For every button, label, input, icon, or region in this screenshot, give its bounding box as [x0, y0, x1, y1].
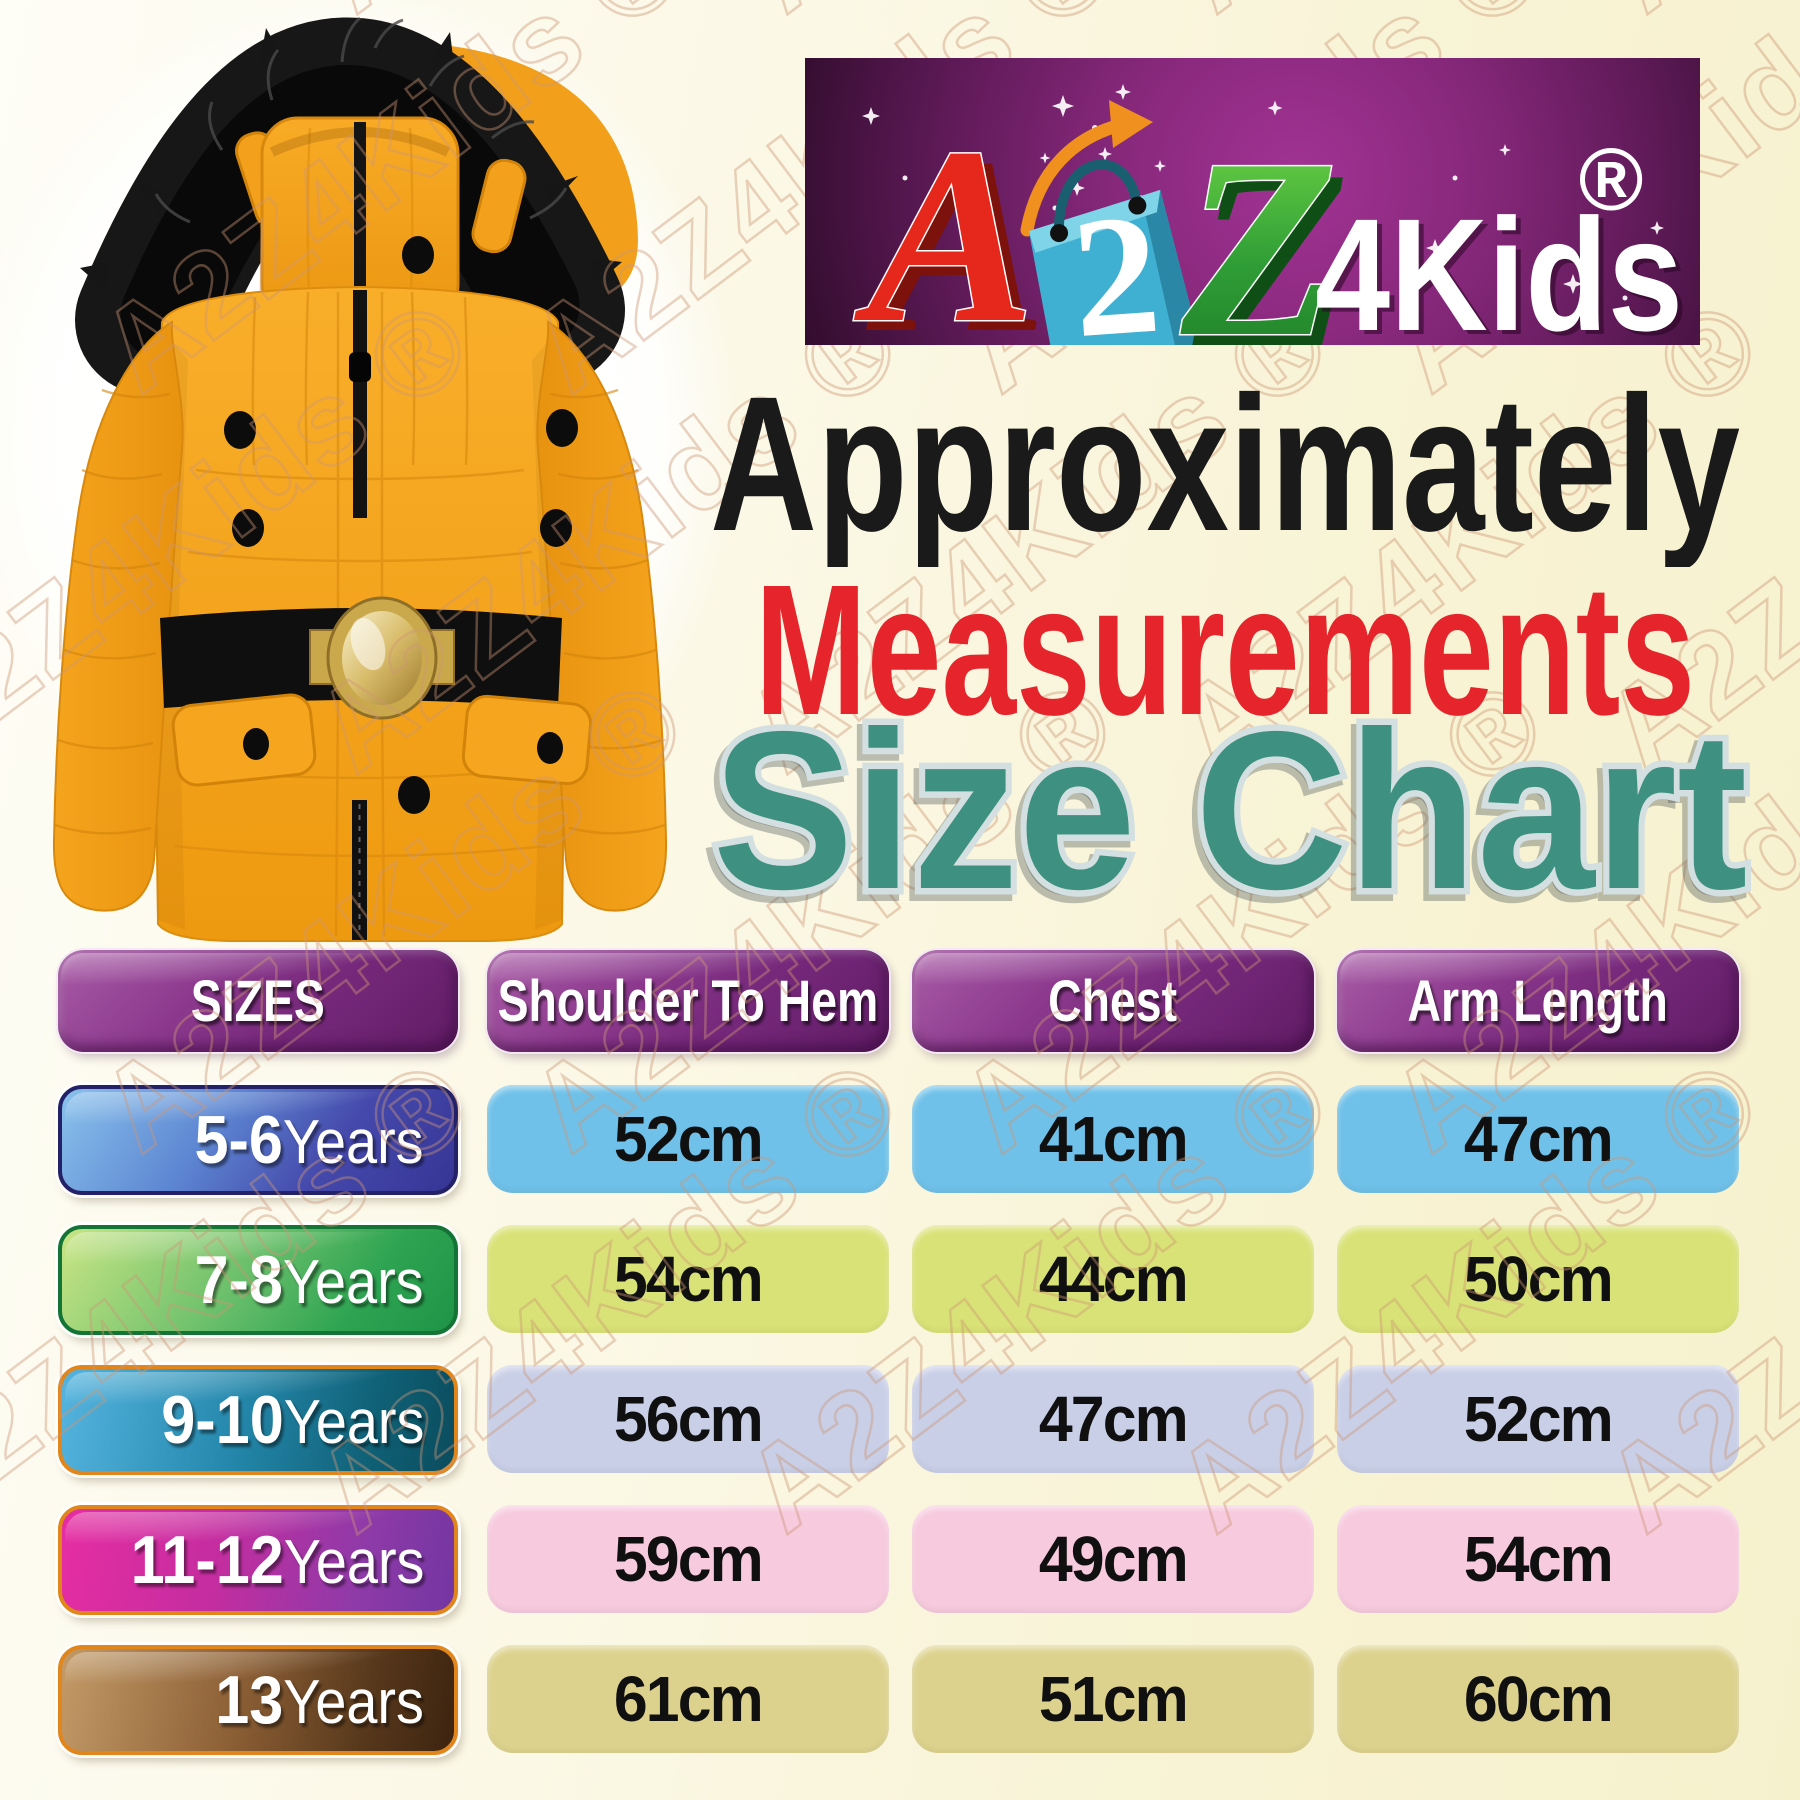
size-label-11-12-years: 11-12 Years: [58, 1505, 458, 1615]
column-header-sizes: SIZES: [58, 950, 458, 1052]
size-label-7-8-years: 7-8 Years: [58, 1225, 458, 1335]
cell-5-6-shoulder-to-hem: 52cm: [487, 1085, 889, 1193]
size-value: 9-10: [160, 1382, 284, 1458]
size-suffix: Years: [283, 1668, 424, 1737]
size-value: 7-8: [194, 1242, 284, 1318]
brand-logo: A A 2 Z Z 4Kids 4Kids ®: [852, 84, 1688, 345]
cell-9-10-shoulder-to-hem: 56cm: [487, 1365, 889, 1473]
puffer-jacket-image: [52, 16, 668, 942]
column-header-chest: Chest: [912, 950, 1314, 1052]
letter-z-shadow: Z: [1192, 118, 1349, 345]
cell-13-shoulder-to-hem: 61cm: [487, 1645, 889, 1753]
size-suffix: Years: [283, 1388, 424, 1457]
column-header-shoulder-to-hem-label: Shoulder To Hem: [497, 968, 879, 1034]
size-value: 5-6: [194, 1102, 284, 1178]
size-value: 11-12: [130, 1522, 284, 1598]
sleeve: [52, 320, 184, 912]
column-header-shoulder-to-hem: Shoulder To Hem: [487, 950, 889, 1052]
cell-9-10-arm-length: 52cm: [1337, 1365, 1739, 1473]
brand-suffix-shadow: 4Kids: [1320, 189, 1688, 345]
headline-size-chart: Size Chart Size Chart: [701, 688, 1755, 928]
watermark-text: A2Z4Kids ®: [1150, 0, 1786, 39]
size-label-13-years: 13 Years: [58, 1645, 458, 1755]
jacket-buttons: [224, 236, 578, 814]
headline-approximately: Approximately: [710, 362, 1740, 567]
arrow-icon: [1020, 100, 1153, 237]
letter-z: Z: [1180, 107, 1337, 345]
cell-7-8-arm-length: 50cm: [1337, 1225, 1739, 1333]
column-header-chest-label: Chest: [1048, 968, 1178, 1034]
size-suffix: Years: [283, 1528, 424, 1597]
cell-7-8-shoulder-to-hem: 54cm: [487, 1225, 889, 1333]
svg-text:Measurements: Measurements: [755, 552, 1695, 752]
cell-11-12-chest: 49cm: [912, 1505, 1314, 1613]
zipper: [349, 290, 371, 940]
svg-text:Size Chart: Size Chart: [713, 688, 1748, 928]
belt-buckle: [326, 596, 438, 720]
letter-a: A: [853, 95, 1035, 345]
letter-a-shadow: A: [865, 105, 1047, 345]
registered-mark: ®: [1579, 130, 1644, 229]
shopping-bag-icon: [1028, 159, 1202, 345]
svg-text:Size Chart: Size Chart: [708, 690, 1743, 928]
cell-13-chest: 51cm: [912, 1645, 1314, 1753]
column-header-sizes-label: SIZES: [190, 968, 326, 1034]
cell-11-12-shoulder-to-hem: 59cm: [487, 1505, 889, 1613]
size-label-5-6-years: 5-6 Years: [58, 1085, 458, 1195]
column-header-arm-length: Arm Length: [1337, 950, 1739, 1052]
size-label-9-10-years: 9-10 Years: [58, 1365, 458, 1475]
size-suffix: Years: [283, 1108, 424, 1177]
cell-7-8-chest: 44cm: [912, 1225, 1314, 1333]
watermark-text: A2Z4Kids ®: [1580, 0, 1800, 39]
cell-13-arm-length: 60cm: [1337, 1645, 1739, 1753]
size-suffix: Years: [283, 1248, 424, 1317]
column-header-arm-length-label: Arm Length: [1407, 968, 1669, 1034]
cell-5-6-arm-length: 47cm: [1337, 1085, 1739, 1193]
cell-5-6-chest: 41cm: [912, 1085, 1314, 1193]
cell-9-10-chest: 47cm: [912, 1365, 1314, 1473]
brand-logo-panel: A A 2 Z Z 4Kids 4Kids ®: [805, 58, 1700, 345]
brand-suffix: 4Kids: [1315, 185, 1683, 345]
headline-measurements: Measurements: [755, 552, 1695, 752]
cell-11-12-arm-length: 54cm: [1337, 1505, 1739, 1613]
size-value: 13: [215, 1662, 284, 1738]
pocket-flaps: [171, 693, 593, 787]
digit-2: 2: [1066, 179, 1165, 345]
svg-text:Approximately: Approximately: [710, 362, 1740, 567]
